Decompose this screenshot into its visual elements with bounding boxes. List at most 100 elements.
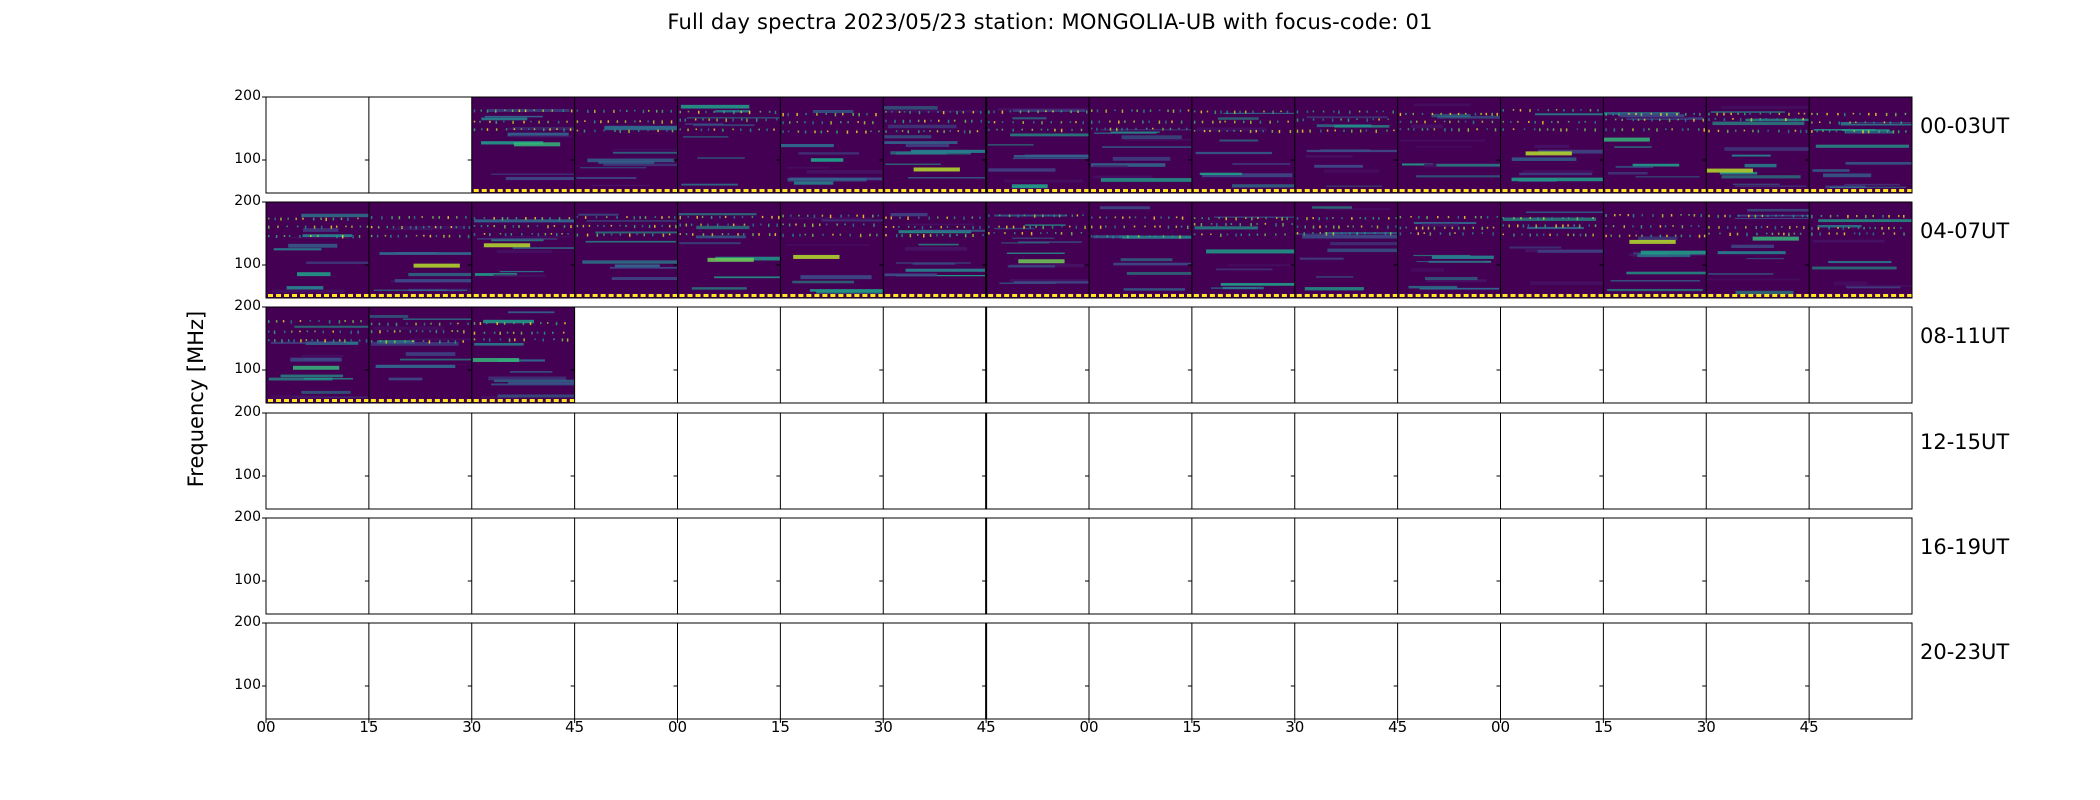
spectrum-speckle xyxy=(1289,129,1292,134)
marker-dash xyxy=(885,189,891,192)
spectrum-speckle xyxy=(350,339,353,342)
marker-dash xyxy=(1495,189,1501,192)
spectrum-speckle xyxy=(1080,232,1083,234)
spectrum-speckle xyxy=(473,217,476,220)
spectrum-speckle xyxy=(439,340,441,344)
spectrum-speckle xyxy=(787,112,789,117)
spectrum-speckle xyxy=(1230,223,1233,226)
spectrum-speckle xyxy=(1510,120,1512,123)
spectrum-speckle xyxy=(795,223,797,226)
spectrum-speckle xyxy=(825,223,828,226)
spectrum-speckle xyxy=(499,338,502,341)
marker-dash xyxy=(569,189,575,192)
marker-dash xyxy=(1804,294,1810,297)
spectrum-band xyxy=(1092,175,1153,179)
spectrum-speckle xyxy=(541,217,544,221)
spectrum-speckle xyxy=(1703,128,1705,132)
spectrum-speckle xyxy=(1145,127,1148,130)
spectrum-speckle xyxy=(1135,127,1137,130)
spectrum-speckle xyxy=(1698,128,1700,131)
spectrum-band xyxy=(498,359,545,362)
spectrum-speckle xyxy=(1008,214,1011,218)
spectrum-speckle xyxy=(1522,224,1525,228)
spectrum-speckle xyxy=(1521,233,1523,236)
spectrum-background xyxy=(677,202,781,298)
spectrum-speckle xyxy=(1828,226,1830,230)
spectrum-speckle xyxy=(1783,232,1785,236)
marker-dash xyxy=(981,189,987,192)
spectrum-speckle xyxy=(1210,223,1213,225)
spectrum-speckle xyxy=(1121,109,1124,113)
spectrum-speckle xyxy=(546,322,549,324)
marker-dash xyxy=(442,294,448,297)
marker-dash xyxy=(1693,189,1699,192)
spectrum-speckle xyxy=(1058,214,1061,218)
spectrum-band xyxy=(499,270,544,273)
spectrum-speckle xyxy=(796,121,799,123)
spectrum-speckle xyxy=(816,112,818,116)
spectrum-speckle xyxy=(1080,128,1083,132)
spectrum-speckle xyxy=(679,110,681,114)
spectrum-band xyxy=(483,319,535,324)
marker-dash xyxy=(1004,189,1010,192)
spectrum-speckle xyxy=(515,217,518,220)
spectrum-speckle xyxy=(1734,226,1737,229)
spectrum-speckle xyxy=(778,215,780,220)
marker-dash xyxy=(1677,189,1683,192)
spectrum-speckle xyxy=(268,225,270,229)
spectrum-speckle xyxy=(1275,233,1277,236)
spectrum-speckle xyxy=(1592,233,1594,237)
marker-dash xyxy=(370,399,376,402)
spectrum-speckle xyxy=(1118,120,1120,124)
marker-dash xyxy=(1115,294,1120,297)
spectrum-speckle xyxy=(309,235,312,237)
marker-dash xyxy=(608,189,614,192)
spectrum-band xyxy=(1316,276,1354,278)
spectrum-speckle xyxy=(787,130,790,133)
marker-dash xyxy=(1598,294,1604,297)
spectrum-band xyxy=(1637,253,1691,258)
spectrum-speckle xyxy=(1862,130,1864,134)
spectrum-speckle xyxy=(1068,225,1071,228)
spectrum-speckle xyxy=(392,225,395,229)
spectrum-speckle xyxy=(1643,118,1646,121)
spectrum-speckle xyxy=(1552,128,1555,131)
spectrum-background xyxy=(574,202,678,298)
spectrum-speckle xyxy=(1180,120,1183,124)
spectrum-speckle xyxy=(332,217,335,221)
spectrum-speckle xyxy=(1158,109,1161,112)
spectrum-speckle xyxy=(568,217,571,220)
spectrum-speckle xyxy=(1030,232,1033,236)
spectrum-speckle xyxy=(1206,110,1209,113)
spectrum-speckle xyxy=(1281,217,1283,221)
spectrum-speckle xyxy=(1881,226,1883,230)
spectrum-feature xyxy=(1752,236,1799,241)
spectrum-band xyxy=(1847,285,1912,287)
spectrum-speckle xyxy=(1542,217,1545,220)
spectrum-speckle xyxy=(685,223,688,227)
spectrum-speckle xyxy=(1407,128,1410,131)
marker-dash xyxy=(1392,189,1398,192)
marker-dash xyxy=(561,294,567,297)
marker-dash xyxy=(1336,189,1342,192)
spectrum-speckle xyxy=(806,214,809,217)
spectrum-speckle xyxy=(1378,118,1380,121)
spectrum-speckle xyxy=(1628,234,1631,237)
spectrum-speckle xyxy=(1523,128,1526,131)
spectrum-speckle xyxy=(679,233,681,236)
spectrum-speckle xyxy=(551,109,554,112)
spectrum-speckle xyxy=(1748,214,1750,218)
spectrum-band xyxy=(1613,117,1688,119)
spectrum-speckle xyxy=(1835,130,1838,133)
row-label: 12-15UT xyxy=(1920,430,2010,454)
marker-dash xyxy=(1209,189,1215,192)
spectrum-speckle xyxy=(634,120,636,123)
spectrum-speckle xyxy=(378,322,381,326)
spectrum-speckle xyxy=(1698,234,1701,238)
spectrum-speckle xyxy=(295,217,297,221)
spectrum-speckle xyxy=(1605,214,1607,218)
spectrum-speckle xyxy=(648,224,651,229)
marker-dash xyxy=(1084,294,1090,297)
spectrum-speckle xyxy=(352,320,354,324)
spectrum-speckle xyxy=(1387,217,1390,220)
